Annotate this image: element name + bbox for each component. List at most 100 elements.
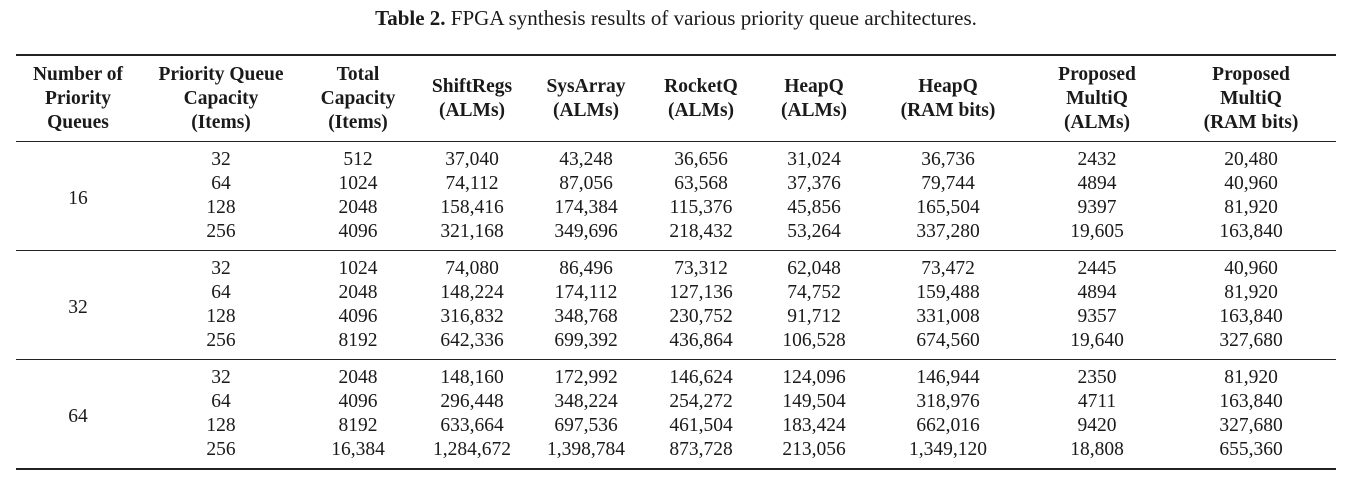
- table-cell: 4711: [1077, 391, 1117, 412]
- table-group-64: 64 32 2048 148,160 172,992 146,624 124,0…: [16, 360, 1336, 469]
- header-row: Number of Priority Queues Priority Queue…: [16, 55, 1336, 142]
- table-cell: 327,680: [1219, 415, 1283, 436]
- table-cell: 662,016: [916, 415, 980, 436]
- results-table: Number of Priority Queues Priority Queue…: [16, 54, 1336, 470]
- table-cell: 2445: [1077, 258, 1117, 279]
- table-cell: 348,768: [554, 306, 618, 327]
- table-cell: 2432: [1077, 149, 1117, 170]
- table-cell: 32: [211, 149, 231, 170]
- table-row: 128 4096 316,832 348,768 230,752 91,712 …: [16, 305, 1336, 329]
- table-cell: 4096: [338, 306, 378, 327]
- table-cell: 348,224: [554, 391, 618, 412]
- table-cell: 873,728: [669, 439, 733, 460]
- header-multiq-alms: Proposed MultiQ (ALMs): [1058, 64, 1136, 133]
- table-cell: 9397: [1077, 197, 1117, 218]
- table-cell: 218,432: [669, 221, 733, 242]
- table-cell: 40,960: [1224, 258, 1278, 279]
- table-cell: 2048: [338, 197, 378, 218]
- header-total-capacity: Total Capacity (Items): [320, 64, 396, 133]
- table-cell: 256: [206, 330, 236, 351]
- table-row: 16 32 512 37,040 43,248 36,656 31,024 36…: [16, 142, 1336, 209]
- table-cell: 327,680: [1219, 330, 1283, 351]
- table-cell: 74,080: [445, 258, 499, 279]
- table-cell: 9357: [1077, 306, 1117, 327]
- table-cell: 146,944: [916, 367, 980, 388]
- table-cell: 148,160: [440, 367, 504, 388]
- table-cell: 9420: [1077, 415, 1117, 436]
- table-cell: 163,840: [1219, 391, 1283, 412]
- table-cell: 19,605: [1070, 221, 1124, 242]
- table-cell: 64: [211, 282, 231, 303]
- table-cell: 2350: [1077, 367, 1117, 388]
- table-cell: 81,920: [1224, 197, 1278, 218]
- table-cell: 63,568: [674, 173, 728, 194]
- table-group-16: 16 32 512 37,040 43,248 36,656 31,024 36…: [16, 142, 1336, 251]
- table-cell: 436,864: [669, 330, 733, 351]
- table-cell: 4894: [1077, 282, 1117, 303]
- table-row: 128 8192 633,664 697,536 461,504 183,424…: [16, 414, 1336, 438]
- table-cell: 159,488: [916, 282, 980, 303]
- table-cell: 73,312: [674, 258, 728, 279]
- header-number-of-queues: Number of Priority Queues: [32, 64, 124, 133]
- table-group-32: 32 32 1024 74,080 86,496 73,312 62,048 7…: [16, 251, 1336, 360]
- table-cell: 165,504: [916, 197, 980, 218]
- table-caption: Table 2. FPGA synthesis results of vario…: [0, 4, 1352, 32]
- table-cell: 2048: [338, 367, 378, 388]
- table-cell: 74,112: [445, 173, 499, 194]
- table-row: 32 32 1024 74,080 86,496 73,312 62,048 7…: [16, 251, 1336, 318]
- table-cell: 40,960: [1224, 173, 1278, 194]
- table-cell: 64: [211, 173, 231, 194]
- table-cell: 81,920: [1224, 367, 1278, 388]
- table-cell: 37,040: [445, 149, 499, 170]
- table-cell: 115,376: [669, 197, 733, 218]
- table-cell: 158,416: [440, 197, 504, 218]
- table-cell: 8192: [338, 415, 378, 436]
- table-cell: 128: [206, 306, 236, 327]
- table-cell: 43,248: [559, 149, 613, 170]
- table-cell: 296,448: [440, 391, 504, 412]
- table-cell: 256: [206, 439, 236, 460]
- table-cell: 73,472: [921, 258, 975, 279]
- table-cell: 174,384: [554, 197, 618, 218]
- table-cell: 45,856: [787, 197, 841, 218]
- table-cell: 331,008: [916, 306, 980, 327]
- header-heapq-alms: HeapQ (ALMs): [780, 76, 848, 121]
- table-row: 256 16,384 1,284,672 1,398,784 873,728 2…: [16, 438, 1336, 469]
- table-row: 64 1024 74,112 87,056 63,568 37,376 79,7…: [16, 172, 1336, 196]
- header-sysarray: SysArray (ALMs): [546, 76, 626, 121]
- table-cell: 128: [206, 197, 236, 218]
- table-row: 128 2048 158,416 174,384 115,376 45,856 …: [16, 196, 1336, 220]
- header-queue-capacity: Priority Queue Capacity (Items): [158, 64, 284, 133]
- table-cell: 20,480: [1224, 149, 1278, 170]
- table-cell: 87,056: [559, 173, 613, 194]
- table-cell: 74,752: [787, 282, 841, 303]
- header-heapq-ram: HeapQ (RAM bits): [900, 76, 996, 121]
- header-rocketq: RocketQ (ALMs): [664, 76, 738, 121]
- group-queues-cell: 32: [68, 297, 88, 318]
- table-cell: 32: [211, 367, 231, 388]
- table-cell: 699,392: [554, 330, 618, 351]
- table-cell: 461,504: [669, 415, 733, 436]
- table-cell: 16,384: [331, 439, 385, 460]
- table-row: 256 8192 642,336 699,392 436,864 106,528…: [16, 329, 1336, 360]
- table-cell: 149,504: [782, 391, 846, 412]
- table-cell: 4096: [338, 221, 378, 242]
- group-queues-cell: 64: [68, 406, 88, 427]
- table-row: 256 4096 321,168 349,696 218,432 53,264 …: [16, 220, 1336, 251]
- table-cell: 1,398,784: [547, 439, 625, 460]
- table-cell: 86,496: [559, 258, 613, 279]
- table-cell: 256: [206, 221, 236, 242]
- table-cell: 148,224: [440, 282, 504, 303]
- table-cell: 674,560: [916, 330, 980, 351]
- table-cell: 163,840: [1219, 221, 1283, 242]
- table-cell: 1,284,672: [433, 439, 511, 460]
- table-cell: 697,536: [554, 415, 618, 436]
- table-cell: 81,920: [1224, 282, 1278, 303]
- caption-text: FPGA synthesis results of various priori…: [450, 6, 977, 30]
- table-cell: 53,264: [787, 221, 841, 242]
- header-multiq-ram: Proposed MultiQ (RAM bits): [1203, 64, 1299, 133]
- table-cell: 230,752: [669, 306, 733, 327]
- table-cell: 8192: [338, 330, 378, 351]
- table-cell: 62,048: [787, 258, 841, 279]
- table-cell: 172,992: [554, 367, 618, 388]
